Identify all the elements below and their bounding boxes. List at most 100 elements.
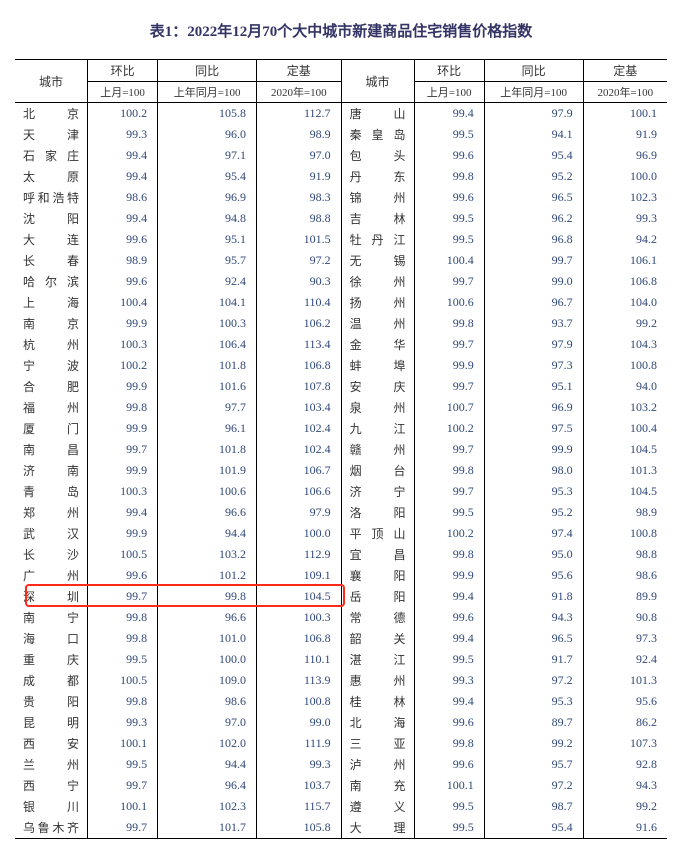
base-cell: 92.4 xyxy=(583,649,667,670)
base-cell: 94.2 xyxy=(583,229,667,250)
table-row: 大 连99.695.1101.5牡 丹 江99.596.894.2 xyxy=(15,229,667,250)
table-row: 兰 州99.594.499.3泸 州99.695.792.8 xyxy=(15,754,667,775)
base-cell: 97.9 xyxy=(257,502,342,523)
yoy-cell: 97.5 xyxy=(484,418,583,439)
base-cell: 106.1 xyxy=(583,250,667,271)
city-cell: 杭 州 xyxy=(15,334,88,355)
city-cell: 泸 州 xyxy=(341,754,414,775)
city-cell: 扬 州 xyxy=(341,292,414,313)
mom-cell: 99.7 xyxy=(88,586,158,607)
base-cell: 106.6 xyxy=(257,481,342,502)
city-cell: 韶 关 xyxy=(341,628,414,649)
col-mom-1: 环比 xyxy=(88,60,158,82)
yoy-cell: 94.4 xyxy=(158,754,257,775)
mom-cell: 99.6 xyxy=(414,754,484,775)
city-cell: 长 沙 xyxy=(15,544,88,565)
city-cell: 济 宁 xyxy=(341,481,414,502)
table-row: 上 海100.4104.1110.4扬 州100.696.7104.0 xyxy=(15,292,667,313)
yoy-cell: 96.7 xyxy=(484,292,583,313)
base-cell: 92.8 xyxy=(583,754,667,775)
table-row: 厦 门99.996.1102.4九 江100.297.5100.4 xyxy=(15,418,667,439)
table-row: 长 春98.995.797.2无 锡100.499.7106.1 xyxy=(15,250,667,271)
mom-cell: 100.7 xyxy=(414,397,484,418)
base-cell: 104.0 xyxy=(583,292,667,313)
city-cell: 兰 州 xyxy=(15,754,88,775)
city-cell: 三 亚 xyxy=(341,733,414,754)
yoy-cell: 96.6 xyxy=(158,502,257,523)
yoy-cell: 96.9 xyxy=(484,397,583,418)
base-cell: 99.3 xyxy=(257,754,342,775)
city-cell: 大 连 xyxy=(15,229,88,250)
base-cell: 90.8 xyxy=(583,607,667,628)
city-cell: 秦 皇 岛 xyxy=(341,124,414,145)
base-cell: 98.8 xyxy=(583,544,667,565)
base-cell: 104.5 xyxy=(583,439,667,460)
yoy-cell: 95.7 xyxy=(158,250,257,271)
mom-cell: 99.5 xyxy=(88,754,158,775)
base-cell: 102.3 xyxy=(583,187,667,208)
city-cell: 吉 林 xyxy=(341,208,414,229)
table-row: 合 肥99.9101.6107.8安 庆99.795.194.0 xyxy=(15,376,667,397)
mom-cell: 99.5 xyxy=(414,817,484,839)
mom-cell: 100.5 xyxy=(88,670,158,691)
mom-cell: 99.8 xyxy=(88,628,158,649)
mom-cell: 99.6 xyxy=(414,145,484,166)
city-cell: 厦 门 xyxy=(15,418,88,439)
yoy-cell: 101.9 xyxy=(158,460,257,481)
city-cell: 宜 昌 xyxy=(341,544,414,565)
yoy-cell: 91.8 xyxy=(484,586,583,607)
yoy-cell: 106.4 xyxy=(158,334,257,355)
sub-yoy-1: 上年同月=100 xyxy=(158,82,257,103)
yoy-cell: 97.9 xyxy=(484,103,583,125)
price-index-table: 城市 环比 同比 定基 城市 环比 同比 定基 上月=100 上年同月=100 … xyxy=(15,59,667,839)
base-cell: 100.1 xyxy=(583,103,667,125)
mom-cell: 99.9 xyxy=(88,523,158,544)
yoy-cell: 95.4 xyxy=(484,145,583,166)
mom-cell: 99.5 xyxy=(414,208,484,229)
table-row: 济 南99.9101.9106.7烟 台99.898.0101.3 xyxy=(15,460,667,481)
city-cell: 九 江 xyxy=(341,418,414,439)
col-yoy-1: 同比 xyxy=(158,60,257,82)
yoy-cell: 96.6 xyxy=(158,607,257,628)
base-cell: 91.9 xyxy=(583,124,667,145)
city-cell: 锦 州 xyxy=(341,187,414,208)
mom-cell: 99.8 xyxy=(414,733,484,754)
yoy-cell: 94.3 xyxy=(484,607,583,628)
base-cell: 101.3 xyxy=(583,460,667,481)
table-row: 哈 尔 滨99.692.490.3徐 州99.799.0106.8 xyxy=(15,271,667,292)
mom-cell: 99.5 xyxy=(414,124,484,145)
yoy-cell: 103.2 xyxy=(158,544,257,565)
yoy-cell: 99.0 xyxy=(484,271,583,292)
city-cell: 合 肥 xyxy=(15,376,88,397)
mom-cell: 99.7 xyxy=(414,439,484,460)
base-cell: 103.2 xyxy=(583,397,667,418)
city-cell: 南 京 xyxy=(15,313,88,334)
sub-mom-1: 上月=100 xyxy=(88,82,158,103)
yoy-cell: 96.9 xyxy=(158,187,257,208)
base-cell: 112.7 xyxy=(257,103,342,125)
mom-cell: 99.9 xyxy=(88,313,158,334)
mom-cell: 99.4 xyxy=(414,586,484,607)
mom-cell: 100.4 xyxy=(88,292,158,313)
city-cell: 深 圳 xyxy=(15,586,88,607)
table-row: 深 圳99.799.8104.5岳 阳99.491.889.9 xyxy=(15,586,667,607)
base-cell: 113.9 xyxy=(257,670,342,691)
mom-cell: 99.5 xyxy=(414,229,484,250)
mom-cell: 99.9 xyxy=(88,460,158,481)
base-cell: 99.2 xyxy=(583,313,667,334)
yoy-cell: 97.4 xyxy=(484,523,583,544)
base-cell: 94.0 xyxy=(583,376,667,397)
yoy-cell: 101.8 xyxy=(158,439,257,460)
yoy-cell: 93.7 xyxy=(484,313,583,334)
yoy-cell: 92.4 xyxy=(158,271,257,292)
city-cell: 湛 江 xyxy=(341,649,414,670)
base-cell: 96.9 xyxy=(583,145,667,166)
base-cell: 86.2 xyxy=(583,712,667,733)
sub-yoy-2: 上年同月=100 xyxy=(484,82,583,103)
yoy-cell: 94.1 xyxy=(484,124,583,145)
city-cell: 宁 波 xyxy=(15,355,88,376)
yoy-cell: 105.8 xyxy=(158,103,257,125)
table-row: 太 原99.495.491.9丹 东99.895.2100.0 xyxy=(15,166,667,187)
yoy-cell: 95.2 xyxy=(484,166,583,187)
city-cell: 长 春 xyxy=(15,250,88,271)
